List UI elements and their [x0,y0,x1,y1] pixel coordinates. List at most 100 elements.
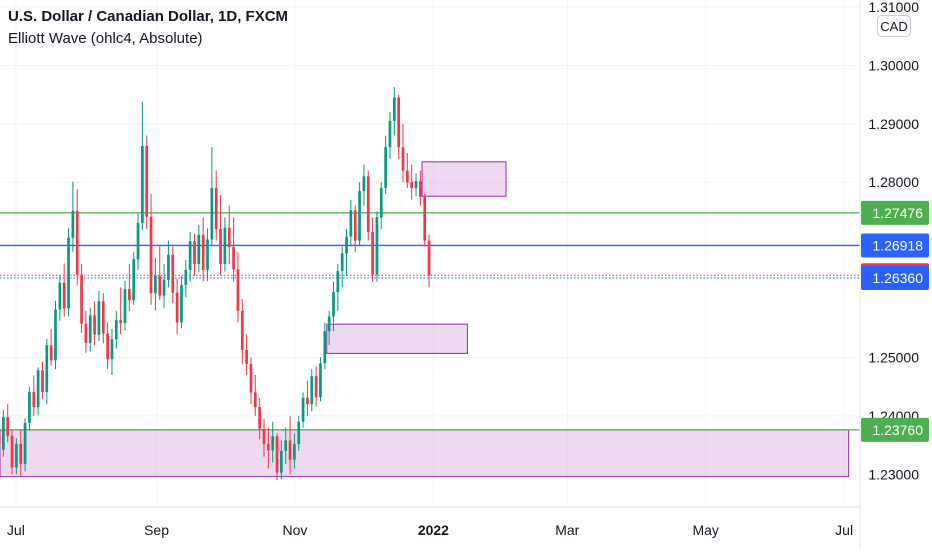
candle-body [211,188,214,239]
candle-body [241,311,244,350]
supply-demand-zone [0,430,849,477]
candle-body [171,255,174,293]
candle-body [410,182,413,188]
candle-body [371,232,374,275]
candle-body [271,436,274,450]
candle-body [380,188,383,217]
candle-body [137,223,140,259]
candle-body [358,191,361,241]
candle-body [89,315,92,342]
candle-body [224,228,227,264]
candle-body [2,417,5,450]
candle-body [193,241,196,264]
candle-body [341,254,344,272]
candle-body [332,292,335,317]
candle-body [263,429,266,444]
candle-body [245,350,248,364]
candle-body [423,197,426,241]
x-tick-label: Nov [283,522,308,538]
candle-body [80,275,83,324]
candle-body [384,147,387,188]
x-tick-label: 2022 [418,522,449,538]
candle-body [306,398,309,404]
candle-body [106,334,109,360]
candle-body [50,345,53,360]
candle-body [85,324,88,343]
candle-body [76,211,79,275]
candle-body [115,320,118,339]
candle-body [319,363,322,397]
candle-body [350,210,353,236]
price-label-text: 1.23760 [872,422,923,438]
candle-body [163,280,166,296]
candle-body [345,237,348,254]
price-label-text: 1.26360 [872,270,923,286]
candle-body [397,98,400,148]
candle-body [119,320,122,323]
supply-demand-zone [422,162,506,196]
candle-body [367,176,370,231]
candles-layer [0,87,430,480]
candle-body [24,423,27,464]
candle-body [419,181,422,197]
candle-body [389,121,392,147]
candle-body [141,146,144,223]
supply-demand-zone [327,324,468,353]
candle-body [145,146,148,217]
price-label-text: 1.27476 [872,205,923,221]
candle-body [280,451,283,473]
candle-body [206,239,209,269]
candle-body [63,283,66,309]
candle-body [302,398,305,422]
candle-body [215,188,218,229]
candle-body [323,331,326,363]
candle-body [354,210,357,240]
candle-body [111,339,114,359]
x-tick-label: Sep [144,522,169,538]
candle-body [167,255,170,280]
candle-body [132,259,135,300]
y-tick-label: 1.28000 [868,174,919,190]
candle-body [293,444,296,460]
candle-body [67,238,70,309]
candle-body [184,270,187,285]
candle-body [180,285,183,322]
candle-body [28,392,31,423]
indicator-label[interactable]: Elliott Wave (ohlc4, Absolute) [8,28,288,50]
candle-body [124,289,127,323]
candle-body [276,436,279,472]
candle-body [363,176,366,191]
candle-body [415,181,418,188]
candle-body [328,317,331,332]
candle-body [150,217,153,294]
currency-button[interactable]: CAD [877,15,911,37]
candle-body [11,436,14,468]
candle-body [228,228,231,247]
candle-body [128,289,131,300]
chart-legend: U.S. Dollar / Canadian Dollar, 1D, FXCM … [8,6,288,50]
x-tick-label: Jul [835,522,853,538]
candle-body [15,444,18,467]
candle-body [202,235,205,270]
y-tick-label: 1.30000 [868,57,919,73]
candle-body [189,241,192,270]
y-tick-label: 1.29000 [868,116,919,132]
candle-body [237,269,240,310]
y-tick-label: 1.25000 [868,349,919,365]
candle-body [232,247,235,269]
candle-body [315,376,318,397]
candle-body [310,376,313,404]
candle-body [32,392,35,407]
chart-title: U.S. Dollar / Canadian Dollar, 1D, FXCM [8,6,288,28]
candle-body [297,422,300,444]
price-label-text: 1.26918 [872,237,923,253]
candle-body [45,345,48,392]
candle-body [93,315,96,334]
candle-body [254,393,257,408]
candle-body [406,171,409,183]
x-tick-label: Jul [7,522,25,538]
candle-body [267,444,270,450]
candle-body [250,364,253,393]
